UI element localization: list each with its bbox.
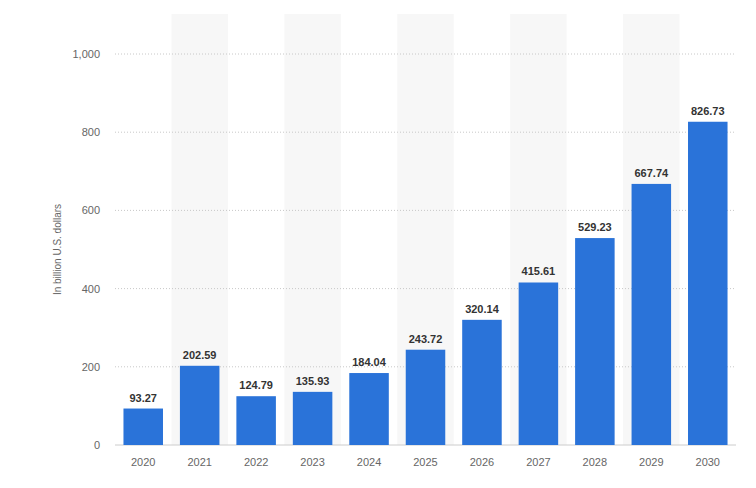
data-label: 184.04	[352, 356, 387, 368]
bar	[688, 122, 728, 445]
grid-line	[115, 132, 736, 133]
x-tick-label: 2022	[244, 456, 268, 468]
column-stripe	[623, 14, 679, 445]
y-tick-label: 1,000	[72, 48, 100, 60]
data-label: 529.23	[578, 221, 612, 233]
bars	[123, 122, 727, 445]
y-axis-label: In billion U.S. dollars	[52, 204, 63, 295]
data-label: 415.61	[522, 265, 556, 277]
bar	[519, 282, 559, 445]
x-tick-label: 2027	[526, 456, 550, 468]
x-tick-label: 2029	[639, 456, 663, 468]
chart-svg: 0 200 400 600 800 1,000 In billion U.S. dollar…	[0, 0, 756, 488]
bar	[293, 392, 333, 445]
data-label: 667.74	[634, 167, 669, 179]
x-tick-label: 2030	[696, 456, 720, 468]
column-stripe	[397, 14, 453, 445]
bar	[123, 409, 163, 445]
data-label: 202.59	[183, 349, 217, 361]
y-tick-label: 400	[82, 283, 100, 295]
x-tick-label: 2024	[357, 456, 381, 468]
bar	[462, 320, 502, 445]
data-label: 93.27	[129, 392, 157, 404]
bar	[180, 366, 220, 445]
y-tick-label: 800	[82, 126, 100, 138]
data-label: 320.14	[465, 303, 500, 315]
bar	[632, 184, 672, 445]
bar	[349, 373, 389, 445]
bar	[236, 396, 276, 445]
column-stripe	[284, 14, 340, 445]
data-label: 124.79	[239, 379, 273, 391]
data-label: 826.73	[691, 105, 725, 117]
data-label: 135.93	[296, 375, 330, 387]
x-tick-label: 2028	[583, 456, 607, 468]
chart-container: 0 200 400 600 800 1,000 In billion U.S. dollar…	[0, 0, 756, 488]
y-tick-label: 600	[82, 204, 100, 216]
x-tick-label: 2023	[300, 456, 324, 468]
x-tick-label: 2026	[470, 456, 494, 468]
x-tick-label: 2025	[413, 456, 437, 468]
data-label: 243.72	[409, 333, 443, 345]
grid-line	[115, 54, 736, 55]
y-tick-label: 200	[82, 361, 100, 373]
x-tick-label: 2021	[187, 456, 211, 468]
x-tick-label: 2020	[131, 456, 155, 468]
bar	[406, 350, 446, 445]
y-tick-label: 0	[94, 439, 100, 451]
column-stripe	[510, 14, 566, 445]
column-stripe	[171, 14, 227, 445]
bar	[575, 238, 615, 445]
